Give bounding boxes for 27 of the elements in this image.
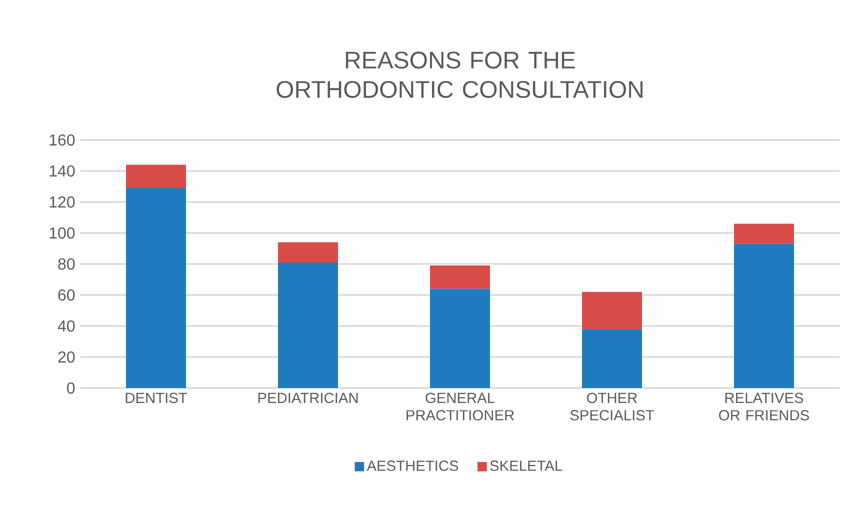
bar: [126, 188, 186, 388]
x-tick-label: DENTIST: [126, 392, 188, 404]
legend-label: AESTHETICS: [366, 460, 458, 471]
x-tick-label: PEDIATRICIAN: [258, 392, 358, 404]
y-tick-label: 0: [67, 382, 75, 394]
y-tick-label: 100: [50, 227, 75, 239]
bar: [734, 224, 794, 244]
bar: [582, 329, 642, 388]
y-tick-label: 60: [58, 289, 75, 301]
x-tick-label: RELATIVES OR FRIENDS: [719, 392, 809, 420]
chart-title: REASONS FOR THE ORTHODONTIC CONSULTATION: [276, 52, 642, 98]
y-tick-label: 20: [58, 351, 75, 363]
bar: [734, 244, 794, 388]
bar: [278, 262, 338, 388]
x-tick-label: OTHER SPECIALIST: [570, 392, 654, 420]
bar: [278, 242, 338, 262]
y-tick-label: 120: [50, 196, 75, 208]
bar: [430, 266, 490, 289]
y-tick-label: 160: [50, 134, 75, 146]
legend-label: SKELETAL: [490, 460, 562, 471]
bar: [430, 288, 490, 388]
x-tick-label: GENERAL PRACTITIONER: [406, 392, 514, 420]
bar: [126, 164, 186, 188]
y-tick-label: 140: [50, 165, 75, 177]
y-tick-label: 80: [58, 258, 75, 270]
bar: [582, 292, 642, 330]
y-tick-label: 40: [58, 320, 75, 332]
